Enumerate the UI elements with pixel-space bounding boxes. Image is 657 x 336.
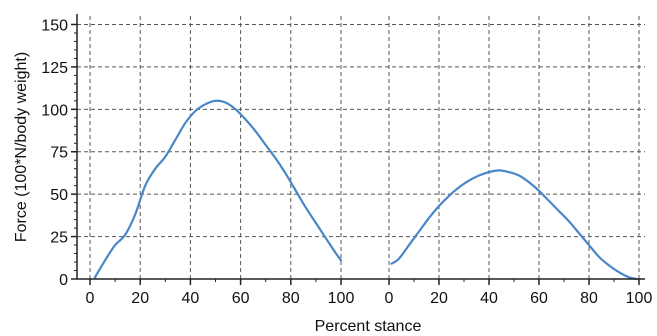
x-tick-label: 40: [480, 290, 498, 307]
y-tick-label: 25: [50, 230, 68, 247]
x-tick-label: 80: [580, 290, 598, 307]
force-series-line: [390, 169, 638, 281]
y-tick-label: 150: [41, 17, 68, 34]
y-tick-label: 125: [41, 60, 68, 77]
x-tick-label: 20: [430, 290, 448, 307]
x-tick-label: 60: [232, 290, 250, 307]
x-tick-label: 80: [282, 290, 300, 307]
plot-area-background: [77, 16, 645, 279]
force-lines: [93, 99, 638, 281]
x-axis-title: Percent stance: [315, 318, 422, 335]
y-tick-label: 0: [59, 272, 68, 289]
x-tick-label: 40: [182, 290, 200, 307]
x-tick-label: 100: [328, 290, 355, 307]
x-tick-label: 60: [530, 290, 548, 307]
y-axis-title: Force (100*N/body weight): [13, 52, 30, 242]
x-tick-label: 100: [626, 290, 653, 307]
tick-labels: 0 25 50 75 100 125 150 0 20 40 60 80 100 0 20 40 60 80 100: [41, 17, 652, 307]
x-tick-label: 0: [86, 290, 95, 307]
x-tick-label: 0: [385, 290, 394, 307]
grid: [77, 16, 645, 279]
force-series-line: [93, 99, 343, 279]
ticks: [71, 23, 640, 285]
y-tick-label: 75: [50, 145, 68, 162]
x-tick-label: 20: [131, 290, 149, 307]
y-tick-label: 50: [50, 187, 68, 204]
y-tick-label: 100: [41, 102, 68, 119]
